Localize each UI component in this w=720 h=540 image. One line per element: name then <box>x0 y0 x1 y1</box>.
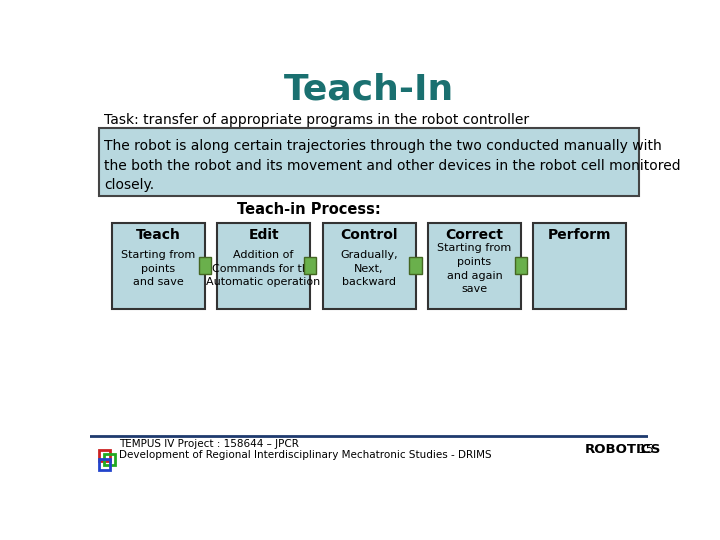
Text: Teach-In: Teach-In <box>284 72 454 106</box>
FancyBboxPatch shape <box>217 222 310 309</box>
Text: Starting from
points
and again
save: Starting from points and again save <box>437 244 511 294</box>
FancyBboxPatch shape <box>99 128 639 195</box>
Text: ROBOTICS: ROBOTICS <box>585 443 661 456</box>
Text: TEMPUS IV Project : 158644 – JPCR: TEMPUS IV Project : 158644 – JPCR <box>120 440 300 449</box>
Text: Task: transfer of appropriate programs in the robot controller: Task: transfer of appropriate programs i… <box>104 113 529 127</box>
Text: Teach-in Process:: Teach-in Process: <box>238 202 381 217</box>
Text: Starting from
points
and save: Starting from points and save <box>121 250 195 287</box>
Text: Perform: Perform <box>548 228 611 242</box>
FancyBboxPatch shape <box>534 222 626 309</box>
FancyBboxPatch shape <box>112 222 204 309</box>
FancyBboxPatch shape <box>428 222 521 309</box>
FancyBboxPatch shape <box>409 257 422 274</box>
Text: Correct: Correct <box>446 228 503 242</box>
Text: Gradually,
Next,
backward: Gradually, Next, backward <box>340 250 398 287</box>
Text: Control: Control <box>341 228 397 242</box>
FancyBboxPatch shape <box>199 257 211 274</box>
Text: Edit: Edit <box>248 228 279 242</box>
Text: Addition of
Commands for the
Automatic operation: Addition of Commands for the Automatic o… <box>207 250 320 287</box>
Text: Development of Regional Interdisciplinary Mechatronic Studies - DRIMS: Development of Regional Interdisciplinar… <box>120 450 492 460</box>
FancyBboxPatch shape <box>515 257 527 274</box>
FancyBboxPatch shape <box>304 257 316 274</box>
Text: Teach: Teach <box>136 228 181 242</box>
Text: 15: 15 <box>637 443 654 456</box>
FancyBboxPatch shape <box>323 222 415 309</box>
Text: The robot is along certain trajectories through the two conducted manually with
: The robot is along certain trajectories … <box>104 139 680 192</box>
